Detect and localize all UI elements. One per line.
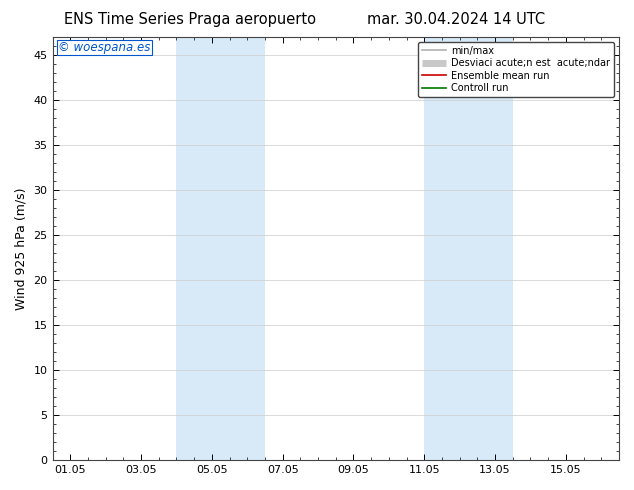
Y-axis label: Wind 925 hPa (m/s): Wind 925 hPa (m/s): [15, 187, 28, 310]
Bar: [424, 37, 513, 460]
Text: ENS Time Series Praga aeropuerto: ENS Time Series Praga aeropuerto: [64, 12, 316, 27]
Text: mar. 30.04.2024 14 UTC: mar. 30.04.2024 14 UTC: [368, 12, 545, 27]
Bar: [176, 37, 265, 460]
Text: © woespana.es: © woespana.es: [58, 41, 151, 54]
Legend: min/max, Desviaci acute;n est  acute;ndar, Ensemble mean run, Controll run: min/max, Desviaci acute;n est acute;ndar…: [418, 42, 614, 97]
